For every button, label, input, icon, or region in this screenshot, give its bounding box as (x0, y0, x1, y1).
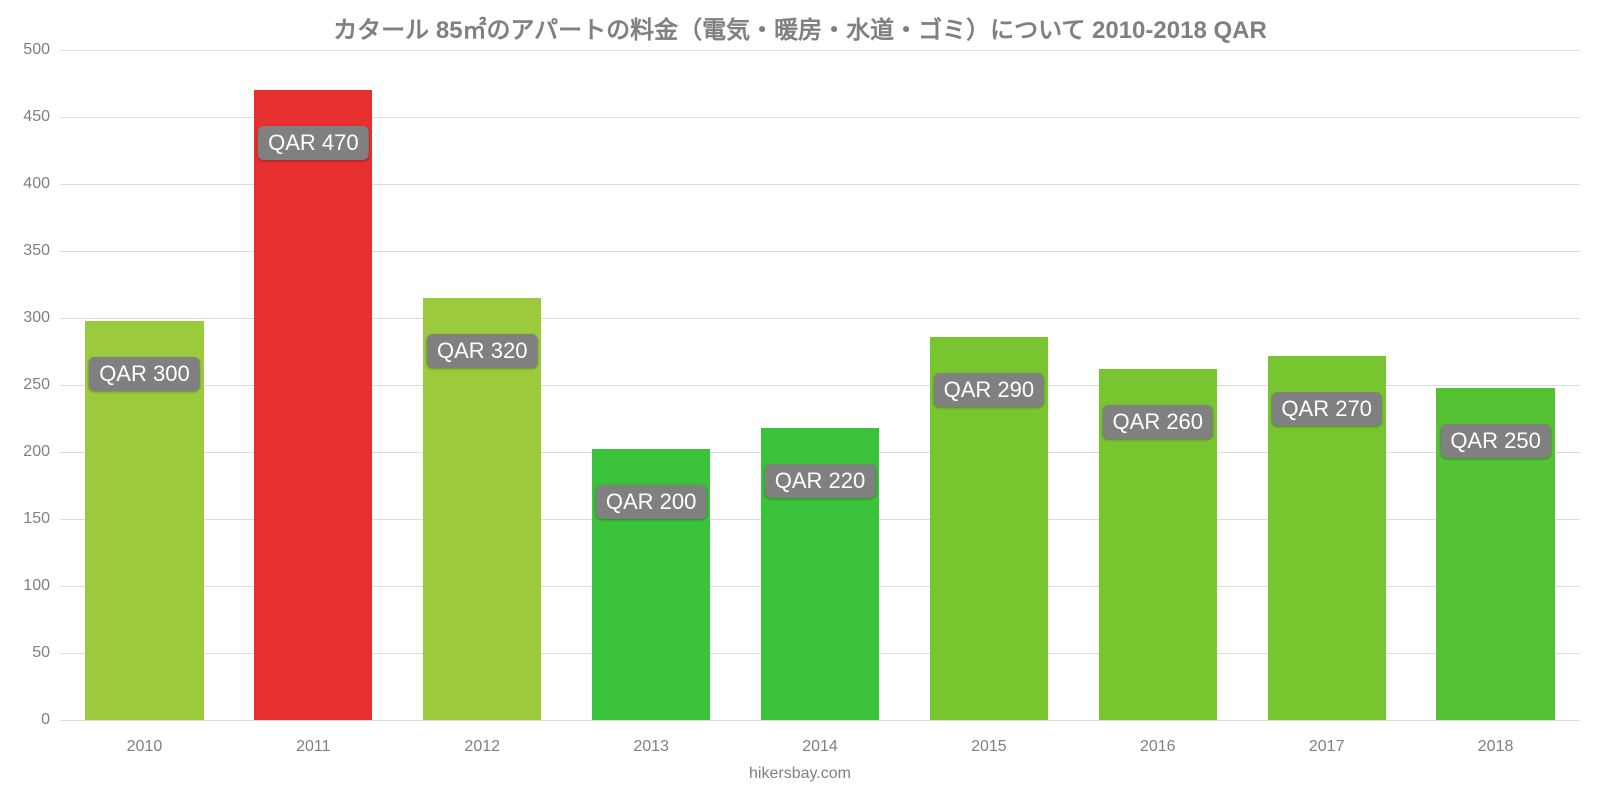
chart-title: カタール 85㎡のアパートの料金（電気・暖房・水道・ゴミ）について 2010-2… (0, 10, 1600, 45)
x-tick-label: 2012 (398, 738, 567, 756)
attribution-text: hikersbay.com (0, 765, 1600, 783)
value-badge: QAR 250 (1440, 424, 1551, 458)
y-tick-label: 350 (10, 242, 50, 260)
x-tick-label: 2014 (736, 738, 905, 756)
y-tick-label: 450 (10, 108, 50, 126)
y-tick-label: 400 (10, 175, 50, 193)
bar-slot: QAR 2602016 (1073, 50, 1242, 720)
bar-slot: QAR 2902015 (904, 50, 1073, 720)
value-badge: QAR 320 (427, 334, 538, 368)
gridline (60, 720, 1580, 721)
y-tick-label: 300 (10, 309, 50, 327)
x-tick-label: 2018 (1411, 738, 1580, 756)
value-badge: QAR 200 (596, 485, 707, 519)
value-badge: QAR 260 (1103, 405, 1214, 439)
bars-row: QAR 3002010QAR 4702011QAR 3202012QAR 200… (60, 50, 1580, 720)
y-tick-label: 50 (10, 644, 50, 662)
value-badge: QAR 470 (258, 126, 369, 160)
x-tick-label: 2016 (1073, 738, 1242, 756)
bar-slot: QAR 3002010 (60, 50, 229, 720)
value-badge: QAR 220 (765, 464, 876, 498)
y-tick-label: 150 (10, 510, 50, 528)
bar (254, 90, 372, 720)
bar-slot: QAR 3202012 (398, 50, 567, 720)
bar-slot: QAR 2202014 (736, 50, 905, 720)
value-badge: QAR 300 (89, 357, 200, 391)
value-badge: QAR 270 (1271, 392, 1382, 426)
x-tick-label: 2013 (567, 738, 736, 756)
bar-slot: QAR 2702017 (1242, 50, 1411, 720)
y-tick-label: 200 (10, 443, 50, 461)
x-tick-label: 2010 (60, 738, 229, 756)
x-tick-label: 2017 (1242, 738, 1411, 756)
bar-slot: QAR 2502018 (1411, 50, 1580, 720)
bar-slot: QAR 2002013 (567, 50, 736, 720)
x-tick-label: 2015 (904, 738, 1073, 756)
y-tick-label: 500 (10, 41, 50, 59)
plot-area: 050100150200250300350400450500QAR 300201… (60, 50, 1580, 720)
y-tick-label: 100 (10, 577, 50, 595)
chart-container: カタール 85㎡のアパートの料金（電気・暖房・水道・ゴミ）について 2010-2… (0, 0, 1600, 800)
value-badge: QAR 290 (934, 373, 1045, 407)
y-tick-label: 250 (10, 376, 50, 394)
y-tick-label: 0 (10, 711, 50, 729)
bar-slot: QAR 4702011 (229, 50, 398, 720)
x-tick-label: 2011 (229, 738, 398, 756)
